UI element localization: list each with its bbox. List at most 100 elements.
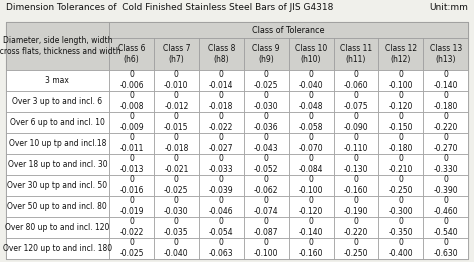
Bar — [109, 70, 154, 91]
Text: 0
-0.010: 0 -0.010 — [164, 70, 189, 90]
Bar — [109, 154, 154, 175]
Bar — [154, 154, 199, 175]
Text: Class 6
(h6): Class 6 (h6) — [118, 44, 145, 64]
Text: 0
-0.021: 0 -0.021 — [164, 154, 189, 174]
Text: 0
-0.012: 0 -0.012 — [164, 91, 189, 111]
Text: Dimension Tolerances of  Cold Finished Stainless Steel Bars of JIS G4318: Dimension Tolerances of Cold Finished St… — [6, 3, 333, 12]
Text: 0
-0.016: 0 -0.016 — [119, 175, 144, 195]
Text: 0
-0.070: 0 -0.070 — [299, 133, 323, 153]
Bar — [378, 154, 423, 175]
Bar — [199, 38, 244, 70]
Bar — [378, 38, 423, 70]
Text: Class 9
(h9): Class 9 (h9) — [253, 44, 280, 64]
Text: Class 10
(h10): Class 10 (h10) — [295, 44, 327, 64]
Text: 0
-0.540: 0 -0.540 — [434, 217, 458, 237]
Text: 0
-0.090: 0 -0.090 — [344, 112, 368, 132]
Text: 0
-0.460: 0 -0.460 — [434, 196, 458, 216]
Text: 0
-0.180: 0 -0.180 — [389, 133, 413, 153]
Text: Over 6 up to and incl. 10: Over 6 up to and incl. 10 — [10, 118, 105, 127]
Bar — [334, 133, 378, 154]
Text: 0
-0.300: 0 -0.300 — [389, 196, 413, 216]
Text: 0
-0.160: 0 -0.160 — [299, 238, 323, 258]
Bar — [289, 133, 334, 154]
Text: 0
-0.140: 0 -0.140 — [434, 70, 458, 90]
Text: 0
-0.006: 0 -0.006 — [119, 70, 144, 90]
Text: 0
-0.046: 0 -0.046 — [209, 196, 234, 216]
Text: 0
-0.350: 0 -0.350 — [389, 217, 413, 237]
Bar — [109, 38, 154, 70]
Text: 0
-0.022: 0 -0.022 — [209, 112, 234, 132]
Bar — [244, 112, 289, 133]
Text: 0
-0.025: 0 -0.025 — [164, 175, 189, 195]
Bar — [289, 38, 334, 70]
Text: 0
-0.060: 0 -0.060 — [344, 70, 368, 90]
Text: 0
-0.220: 0 -0.220 — [344, 217, 368, 237]
Text: 0
-0.036: 0 -0.036 — [254, 112, 279, 132]
Bar — [244, 91, 289, 112]
Text: 0
-0.062: 0 -0.062 — [254, 175, 278, 195]
Bar — [378, 112, 423, 133]
Bar — [334, 112, 378, 133]
Bar — [109, 112, 154, 133]
Text: 0
-0.110: 0 -0.110 — [344, 133, 368, 153]
Text: 0
-0.011: 0 -0.011 — [119, 133, 144, 153]
Bar — [6, 175, 109, 196]
Bar — [154, 238, 199, 259]
Bar — [378, 217, 423, 238]
Bar — [423, 91, 468, 112]
Text: 0
-0.025: 0 -0.025 — [119, 238, 144, 258]
Bar — [334, 217, 378, 238]
Bar — [199, 175, 244, 196]
Bar — [154, 38, 199, 70]
Bar — [6, 22, 109, 38]
Text: 0
-0.100: 0 -0.100 — [299, 175, 323, 195]
Bar — [289, 175, 334, 196]
Bar — [109, 175, 154, 196]
Text: 0
-0.120: 0 -0.120 — [299, 196, 323, 216]
Text: 0
-0.400: 0 -0.400 — [389, 238, 413, 258]
Bar — [378, 133, 423, 154]
Text: 0
-0.058: 0 -0.058 — [299, 112, 323, 132]
Text: Class 8
(h8): Class 8 (h8) — [208, 44, 235, 64]
Text: Over 3 up to and incl. 6: Over 3 up to and incl. 6 — [12, 97, 102, 106]
Bar — [378, 91, 423, 112]
Bar — [154, 133, 199, 154]
Bar — [109, 22, 468, 38]
Text: 0
-0.019: 0 -0.019 — [119, 196, 144, 216]
Bar — [109, 91, 154, 112]
Text: 0
-0.048: 0 -0.048 — [299, 91, 323, 111]
Bar — [6, 238, 109, 259]
Bar — [109, 133, 154, 154]
Bar — [423, 38, 468, 70]
Bar — [6, 196, 109, 217]
Bar — [378, 70, 423, 91]
Bar — [244, 238, 289, 259]
Bar — [423, 238, 468, 259]
Text: 0
-0.270: 0 -0.270 — [434, 133, 458, 153]
Text: 0
-0.180: 0 -0.180 — [434, 91, 458, 111]
Bar — [244, 196, 289, 217]
Bar — [154, 70, 199, 91]
Text: 0
-0.027: 0 -0.027 — [209, 133, 234, 153]
Bar — [423, 175, 468, 196]
Bar — [199, 196, 244, 217]
Bar — [289, 70, 334, 91]
Text: 0
-0.210: 0 -0.210 — [389, 154, 413, 174]
Bar — [6, 112, 109, 133]
Text: 0
-0.015: 0 -0.015 — [164, 112, 189, 132]
Text: 0
-0.022: 0 -0.022 — [119, 217, 144, 237]
Bar — [244, 70, 289, 91]
Text: 0
-0.018: 0 -0.018 — [209, 91, 234, 111]
Text: 0
-0.220: 0 -0.220 — [434, 112, 458, 132]
Text: 0
-0.250: 0 -0.250 — [389, 175, 413, 195]
Bar — [6, 154, 109, 175]
Text: 0
-0.630: 0 -0.630 — [434, 238, 458, 258]
Text: 0
-0.084: 0 -0.084 — [299, 154, 323, 174]
Bar — [289, 196, 334, 217]
Bar — [289, 112, 334, 133]
Text: 0
-0.025: 0 -0.025 — [254, 70, 278, 90]
Bar — [244, 175, 289, 196]
Bar — [334, 196, 378, 217]
Bar — [334, 91, 378, 112]
Text: 0
-0.075: 0 -0.075 — [344, 91, 368, 111]
